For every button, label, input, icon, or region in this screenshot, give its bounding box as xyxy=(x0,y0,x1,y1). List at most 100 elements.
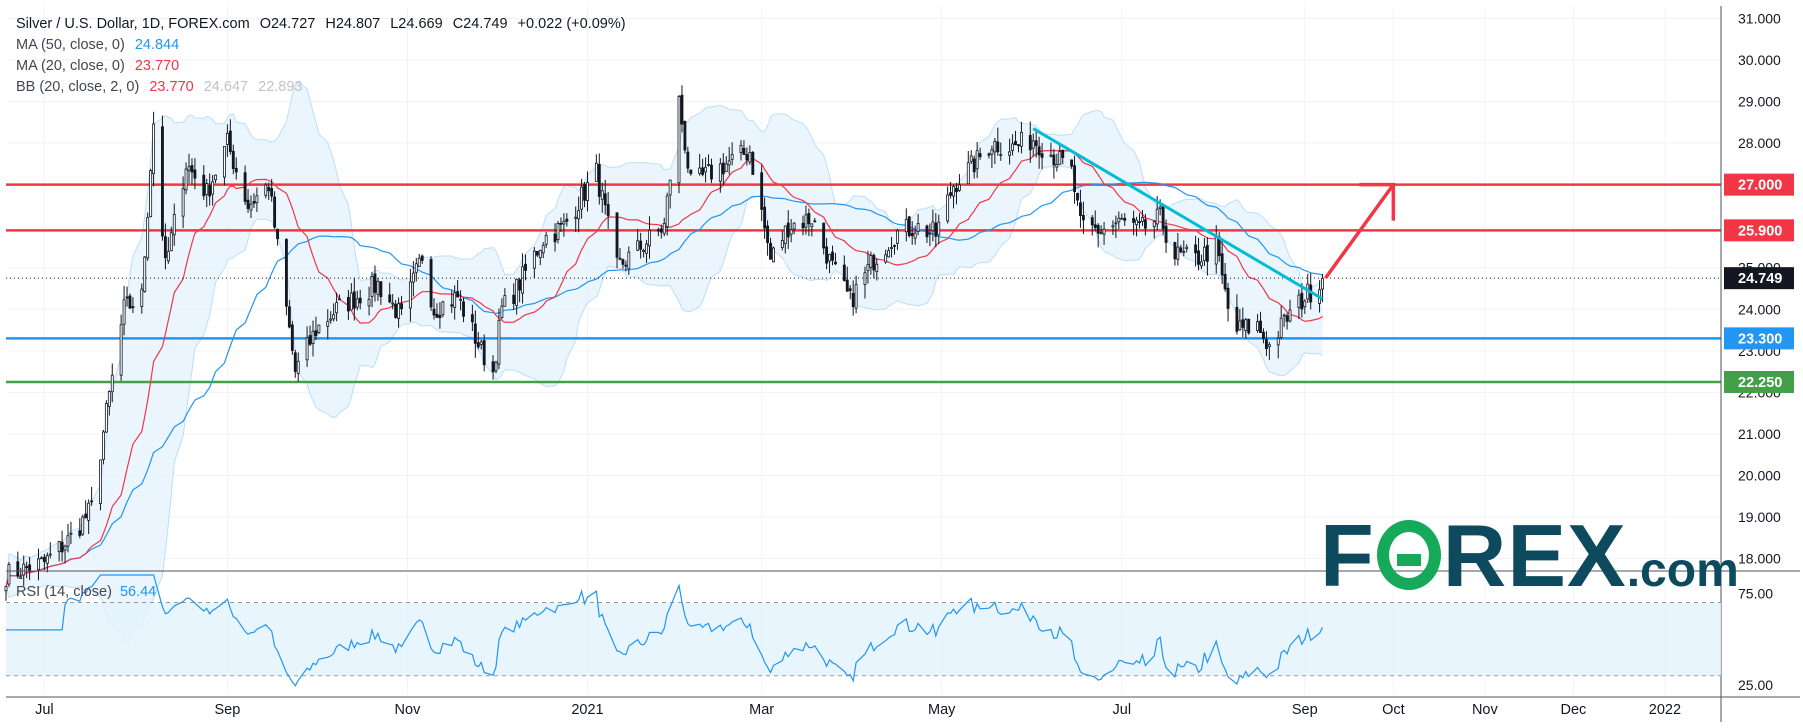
candle-body xyxy=(161,126,164,237)
candle-body xyxy=(648,229,651,247)
symbol-title[interactable]: Silver / U.S. Dollar, 1D, FOREX.com xyxy=(16,16,250,32)
candle-body xyxy=(408,281,412,309)
time-axis-label: Dec xyxy=(1561,702,1587,718)
candle-body xyxy=(479,341,483,345)
candle-body xyxy=(1259,320,1262,333)
candle-body xyxy=(1070,159,1074,167)
candle-body xyxy=(438,314,442,318)
candle-body xyxy=(48,553,52,556)
candle-body xyxy=(352,291,356,309)
candle-body xyxy=(500,305,504,318)
candle-body xyxy=(273,196,277,228)
rsi-legend[interactable]: RSI (14, close) 56.44 xyxy=(16,584,156,600)
price-axis-tick-label: 19.000 xyxy=(1738,509,1781,525)
bollinger-lower-line xyxy=(5,165,1323,644)
candle-body xyxy=(57,541,61,552)
candle-body xyxy=(822,222,826,249)
candle-body xyxy=(848,288,852,291)
candle-body xyxy=(470,314,474,323)
bb-legend-row[interactable]: BB (20, close, 2, 0) 23.770 24.647 22.89… xyxy=(16,77,632,98)
candle-body xyxy=(990,149,994,155)
rsi-band-fill xyxy=(6,602,1721,676)
candle-body xyxy=(78,530,82,536)
candle-body xyxy=(1173,242,1177,260)
candle-body xyxy=(1158,206,1162,210)
candle-body xyxy=(1288,309,1292,322)
candle-body xyxy=(1282,314,1286,317)
candle-body xyxy=(305,337,309,361)
ma20-label: MA (20, close, 0) xyxy=(16,58,125,74)
candle-body xyxy=(99,459,102,504)
candle-body xyxy=(358,297,362,304)
logo-letters-rex: REX xyxy=(1442,506,1627,605)
candle-body xyxy=(730,153,734,160)
candle-body xyxy=(1185,246,1189,250)
candle-body xyxy=(677,96,681,184)
bb-basis-value: 23.770 xyxy=(149,79,194,95)
level-tag-label-1: 25.900 xyxy=(1738,223,1782,239)
projection-arrow-head xyxy=(1359,182,1396,221)
ma50-line xyxy=(5,181,1323,587)
candle-body xyxy=(1061,149,1065,158)
price-axis-tick-label: 29.000 xyxy=(1738,94,1781,110)
candle-body xyxy=(872,254,876,271)
candle-body xyxy=(42,556,46,563)
candle-body xyxy=(532,250,536,269)
candle-body xyxy=(453,292,457,308)
candle-body xyxy=(615,212,619,258)
candle-body xyxy=(636,240,640,251)
candle-body xyxy=(1090,217,1094,226)
candle-body xyxy=(1114,222,1118,225)
candle-body xyxy=(432,308,436,316)
candle-body xyxy=(290,324,294,351)
price-axis-tick-label: 20.000 xyxy=(1738,467,1781,483)
candle-body xyxy=(721,162,725,175)
candle-body xyxy=(1152,221,1156,228)
candle-body xyxy=(125,296,129,299)
candle-body xyxy=(656,229,660,232)
symbol-row: Silver / U.S. Dollar, 1D, FOREX.com O24.… xyxy=(16,14,632,35)
candle-body xyxy=(335,302,339,314)
candle-body xyxy=(1076,193,1079,201)
candle-body xyxy=(211,181,215,195)
candle-body xyxy=(202,174,206,197)
candle-body xyxy=(987,153,991,156)
candle-body xyxy=(1200,261,1203,267)
candle-body xyxy=(831,251,834,261)
candle-body xyxy=(482,340,486,366)
candle-body xyxy=(143,256,147,292)
candle-body xyxy=(893,245,896,247)
candle-body xyxy=(792,222,796,230)
candle-body xyxy=(574,216,578,219)
candle-body xyxy=(1223,274,1227,290)
bb-label: BB (20, close, 2, 0) xyxy=(16,79,140,95)
ma20-value: 23.770 xyxy=(134,58,180,74)
candle-body xyxy=(349,292,353,311)
candle-body xyxy=(972,158,976,173)
candle-body xyxy=(19,576,23,579)
candle-body xyxy=(270,188,274,197)
ma20-legend-row[interactable]: MA (20, close, 0) 23.770 xyxy=(16,56,632,77)
candle-body xyxy=(473,323,477,344)
candle-body xyxy=(172,214,176,236)
candle-body xyxy=(152,123,156,175)
candle-body xyxy=(284,239,288,307)
candle-body xyxy=(346,297,350,312)
ma50-legend-row[interactable]: MA (50, close, 0) 24.844 xyxy=(16,35,632,56)
candle-body xyxy=(1164,225,1168,243)
candle-body xyxy=(367,298,371,307)
candle-body xyxy=(1079,202,1082,217)
candle-body xyxy=(1276,337,1280,346)
candle-body xyxy=(978,153,982,158)
candle-body xyxy=(789,229,793,235)
candle-body xyxy=(659,228,663,233)
candle-body xyxy=(429,258,433,308)
candle-body xyxy=(1031,140,1035,149)
candle-body xyxy=(1028,135,1032,151)
candle-body xyxy=(801,222,805,229)
candle-body xyxy=(7,564,11,585)
candle-body xyxy=(707,163,710,166)
candle-body xyxy=(456,291,460,298)
candle-body xyxy=(16,561,20,577)
